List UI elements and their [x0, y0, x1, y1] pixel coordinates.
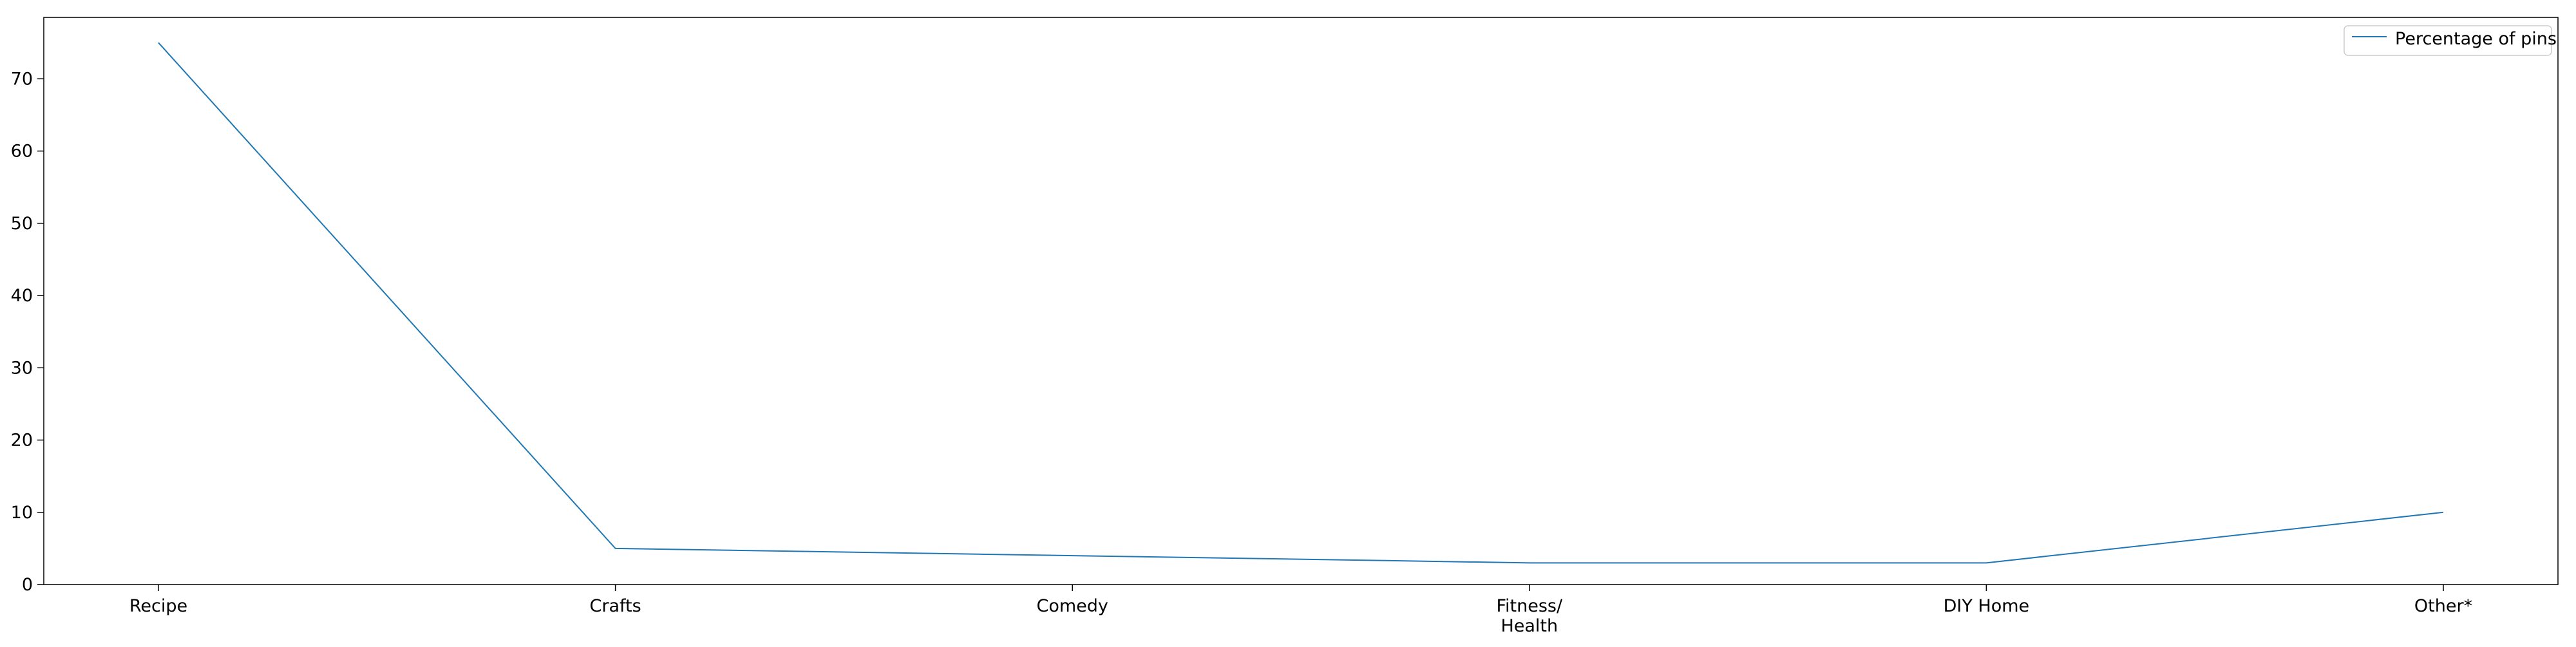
legend: Percentage of pins: [2344, 26, 2557, 55]
y-tick-label: 30: [11, 358, 33, 378]
x-tick-label: DIY Home: [1944, 596, 2030, 616]
x-tick-label: Comedy: [1036, 596, 1108, 616]
series-layer: [158, 42, 2443, 563]
plot-frame: [44, 17, 2558, 585]
legend-label: Percentage of pins: [2395, 29, 2557, 49]
y-tick-label: 0: [22, 575, 33, 595]
y-tick-label: 10: [11, 503, 33, 523]
x-tick-label: Recipe: [129, 596, 187, 616]
x-tick-label: Crafts: [590, 596, 641, 616]
x-tick-label: Fitness/: [1496, 596, 1563, 616]
x-axis: Recipe Crafts Comedy Fitness/Health DIY Home…: [129, 585, 2472, 636]
y-tick-label: 60: [11, 142, 33, 162]
y-axis: 0 10 20 30 40 50 60 70: [11, 69, 44, 595]
y-tick-label: 40: [11, 286, 33, 306]
y-tick-label: 70: [11, 69, 33, 89]
x-tick-label: Other*: [2414, 596, 2472, 616]
y-tick-label: 20: [11, 431, 33, 451]
y-tick-label: 50: [11, 214, 33, 234]
series-line: [158, 42, 2443, 563]
x-tick-label: Health: [1501, 616, 1558, 636]
